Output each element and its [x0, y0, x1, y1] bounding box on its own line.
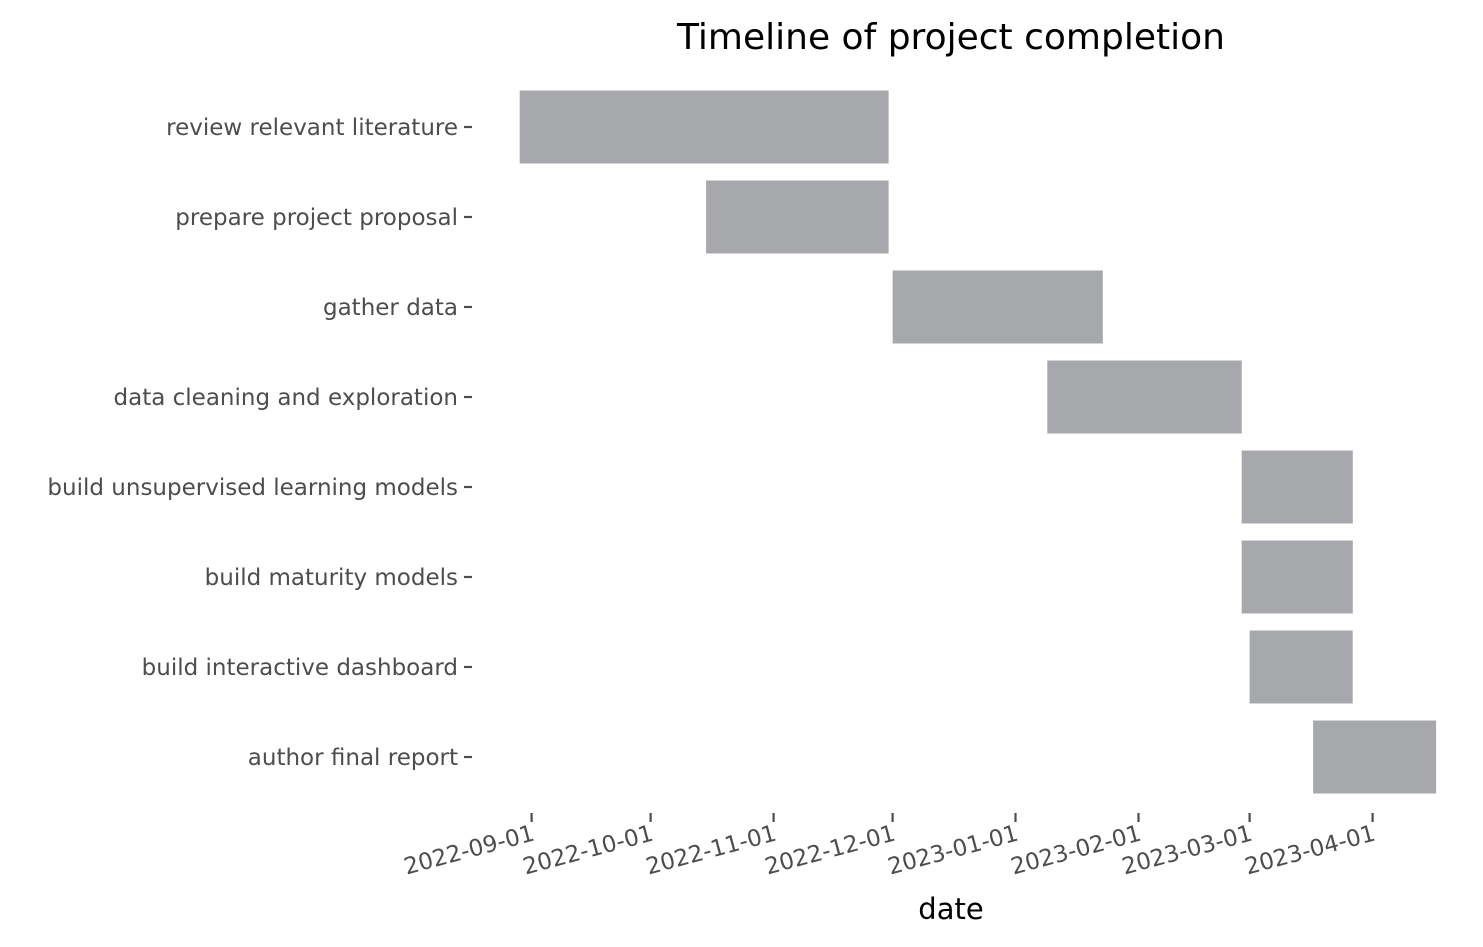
x-axis-label: date: [918, 892, 983, 926]
y-tick-label: data cleaning and exploration: [114, 385, 458, 411]
x-tick-label: 2023-01-01: [885, 821, 1021, 881]
y-tick-label: prepare project proposal: [175, 205, 458, 231]
x-tick-label: 2022-11-01: [643, 821, 779, 881]
task-bar: [1313, 720, 1437, 794]
y-tick-label: build maturity models: [205, 565, 458, 591]
task-bar: [1047, 360, 1242, 434]
y-tick-label: review relevant literature: [166, 115, 458, 141]
y-axis: review relevant literature prepare projec…: [47, 115, 472, 771]
x-tick-label: 2023-04-01: [1242, 821, 1378, 881]
y-tick-label: build interactive dashboard: [142, 655, 458, 681]
chart-title: Timeline of project completion: [676, 17, 1225, 58]
x-tick-label: 2022-09-01: [401, 821, 537, 881]
x-axis: 2022-09-012022-10-012022-11-012022-12-01…: [401, 813, 1378, 880]
task-bar: [892, 270, 1103, 344]
x-tick-label: 2022-12-01: [762, 821, 898, 881]
task-bar: [519, 90, 889, 164]
x-tick-label: 2022-10-01: [520, 821, 656, 881]
y-tick-label: build unsupervised learning models: [47, 475, 458, 501]
task-bar: [706, 180, 889, 254]
task-bar: [1241, 450, 1353, 524]
y-tick-label: gather data: [323, 295, 458, 321]
task-bar: [1241, 540, 1353, 614]
task-bars: [519, 90, 1437, 794]
task-bar: [1249, 630, 1353, 704]
y-tick-label: author final report: [248, 745, 458, 771]
